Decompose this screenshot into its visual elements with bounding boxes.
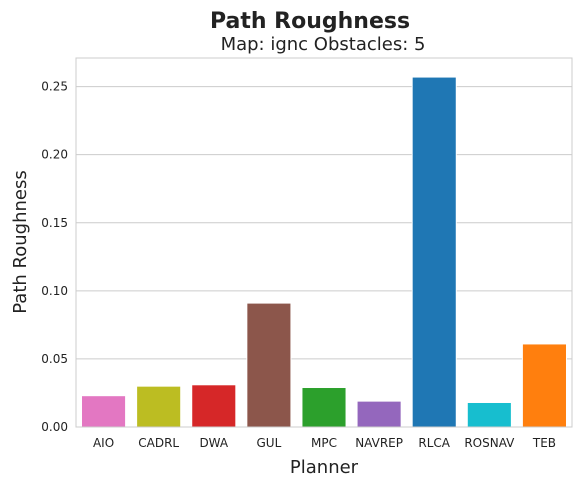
x-tick-label: TEB	[532, 436, 556, 450]
x-tick-label: CADRL	[138, 436, 179, 450]
chart-subtitle: Map: ignc Obstacles: 5	[221, 34, 426, 55]
x-tick-label: RLCA	[418, 436, 450, 450]
bar-cadrl	[136, 385, 182, 428]
y-tick-label: 0.15	[41, 216, 68, 230]
x-tick-label: DWA	[199, 436, 228, 450]
y-tick-label: 0.05	[41, 352, 68, 366]
x-tick-label: AIO	[93, 436, 114, 450]
y-tick-label: 0.00	[41, 420, 68, 434]
bar-aio	[81, 395, 127, 428]
bars	[81, 76, 567, 428]
y-tick-label: 0.25	[41, 80, 68, 94]
x-axis-label: Planner	[290, 457, 359, 478]
x-axis-ticks: AIO CADRL DWA GUL MPC NAVREP RLCA ROSNAV TEB	[93, 436, 556, 450]
x-tick-label: MPC	[311, 436, 337, 450]
x-tick-label: NAVREP	[355, 436, 403, 450]
grid-lines	[76, 86, 572, 428]
y-axis-label: Path Roughness	[10, 170, 31, 313]
bar-navrep	[356, 400, 402, 428]
y-tick-label: 0.10	[41, 284, 68, 298]
x-tick-label: ROSNAV	[464, 436, 515, 450]
bar-rosnav	[466, 401, 512, 428]
chart-title: Path Roughness	[210, 9, 410, 34]
bar-rlca	[411, 76, 457, 428]
bar-mpc	[301, 387, 347, 428]
y-tick-label: 0.20	[41, 148, 68, 162]
x-tick-label: GUL	[256, 436, 281, 450]
bar-dwa	[191, 384, 237, 428]
bar-gul	[246, 302, 292, 428]
bar-teb	[521, 343, 567, 428]
plot-frame	[75, 57, 573, 428]
y-axis-ticks: 0.00 0.05 0.10 0.15 0.20 0.25	[41, 80, 68, 434]
